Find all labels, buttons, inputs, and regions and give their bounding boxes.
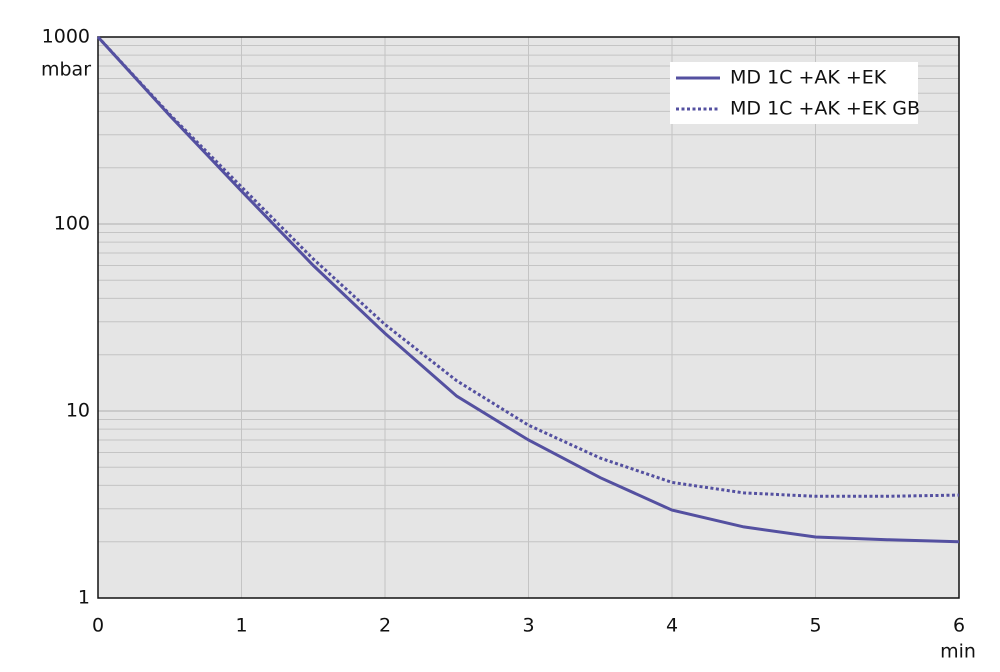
x-tick-label: 3 [522, 615, 534, 637]
data-line [96, 35, 960, 498]
y-unit: mbar [41, 59, 91, 81]
legend-label: MD 1C +AK +EK [730, 67, 887, 89]
plot-frame [97, 36, 960, 599]
y-tick-label: 1000 [42, 26, 90, 48]
legend: MD 1C +AK +EK MD 1C +AK +EK GB [670, 62, 920, 124]
data-line [96, 35, 960, 544]
x-tick-label: 1 [235, 615, 247, 637]
x-tick-label: 4 [666, 615, 678, 637]
x-tick-label: 6 [953, 615, 965, 637]
legend-label: MD 1C +AK +EK GB [730, 98, 920, 120]
y-tick-label: 100 [54, 213, 90, 235]
x-unit: min [940, 641, 976, 663]
x-tick-label: 5 [809, 615, 821, 637]
legend-box [670, 62, 918, 124]
x-tick-label: 0 [92, 615, 104, 637]
x-tick-label: 2 [379, 615, 391, 637]
y-tick-label: 1 [78, 587, 90, 609]
y-tick-label: 10 [66, 400, 90, 422]
